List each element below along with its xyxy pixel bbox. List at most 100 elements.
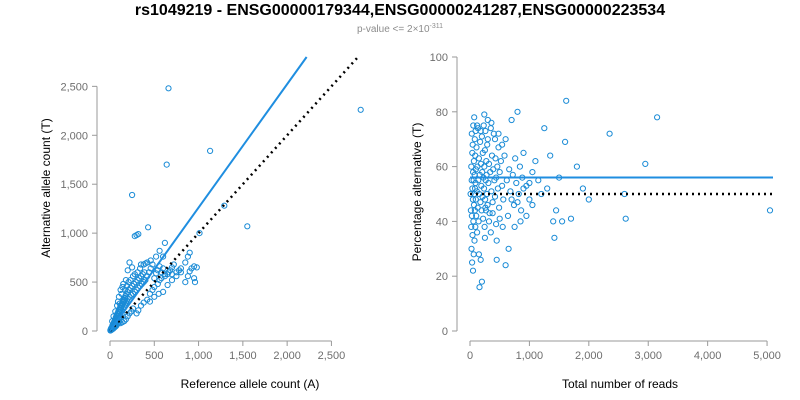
y-tick-label: 0 <box>442 326 448 338</box>
y-tick-label: 80 <box>436 107 448 119</box>
data-point <box>468 245 475 252</box>
data-point <box>547 152 554 159</box>
data-point <box>177 265 184 272</box>
data-point <box>511 223 518 230</box>
data-point <box>482 204 489 211</box>
data-point <box>471 136 478 143</box>
data-point <box>470 201 478 209</box>
x-tick-label: 5,000 <box>753 350 781 362</box>
x-tick-label: 1,000 <box>185 350 213 362</box>
data-point <box>357 106 364 113</box>
data-point <box>470 158 477 165</box>
data-point <box>477 127 484 135</box>
data-point <box>151 293 158 300</box>
data-point <box>492 155 499 162</box>
data-point <box>137 273 145 280</box>
data-point <box>160 265 167 272</box>
data-point <box>504 212 512 219</box>
data-point <box>142 260 149 267</box>
data-point <box>193 264 200 271</box>
x-tick-label: 2,000 <box>273 350 301 362</box>
data-point <box>136 275 143 282</box>
data-point <box>496 215 503 222</box>
data-point <box>507 188 514 195</box>
data-point <box>485 160 493 167</box>
data-point <box>133 232 140 239</box>
data-point <box>481 147 488 154</box>
data-point <box>182 259 189 266</box>
data-point <box>160 253 167 260</box>
data-point <box>497 158 504 165</box>
data-point <box>481 111 488 118</box>
y-tick-label: 100 <box>430 52 448 64</box>
data-point <box>134 277 141 284</box>
data-point <box>147 257 154 264</box>
data-point <box>468 223 475 230</box>
y-tick-label: 500 <box>70 277 88 289</box>
data-point <box>126 293 133 300</box>
data-point <box>495 130 502 137</box>
fit-line <box>109 56 308 332</box>
data-point <box>468 163 475 170</box>
data-point <box>469 259 476 266</box>
data-point <box>485 218 493 225</box>
data-point <box>510 201 518 209</box>
data-point <box>475 218 482 225</box>
data-point <box>163 161 170 168</box>
data-point <box>573 163 581 170</box>
data-point <box>481 223 488 230</box>
data-point <box>526 196 533 203</box>
data-point <box>161 271 168 278</box>
data-point <box>551 234 558 241</box>
data-point <box>125 279 132 286</box>
data-point <box>502 136 509 143</box>
data-point <box>132 279 139 286</box>
data-point <box>493 256 500 263</box>
data-point <box>489 210 496 217</box>
x-axis-title: Reference allele count (A) <box>181 377 320 391</box>
data-point <box>191 263 198 270</box>
data-point <box>244 223 251 230</box>
y-tick-label: 1,000 <box>60 228 88 240</box>
y-tick-label: 20 <box>436 271 448 283</box>
data-point <box>146 298 153 305</box>
data-point <box>153 253 160 260</box>
data-point <box>559 218 566 225</box>
data-point <box>488 119 495 126</box>
data-point <box>477 199 484 206</box>
data-point <box>484 141 491 148</box>
data-point <box>124 267 131 274</box>
data-point <box>496 169 503 176</box>
data-point <box>766 207 774 214</box>
data-point <box>520 185 527 192</box>
data-point <box>529 201 536 209</box>
data-point <box>520 149 527 156</box>
data-point <box>173 269 180 276</box>
data-point <box>160 288 167 295</box>
data-point <box>472 223 479 230</box>
data-point <box>478 278 485 285</box>
data-point <box>518 207 525 214</box>
data-point <box>478 133 485 140</box>
data-point <box>474 122 481 129</box>
data-point <box>493 237 500 244</box>
data-point <box>168 277 176 284</box>
data-point <box>164 281 171 289</box>
data-point <box>129 273 137 280</box>
data-point <box>499 223 506 230</box>
data-point <box>541 125 548 132</box>
data-point <box>129 264 136 271</box>
y-tick-label: 60 <box>436 162 448 174</box>
y-axis-title: Alternative allele count (T) <box>39 118 53 257</box>
x-tick-label: 0 <box>107 350 113 362</box>
y-tick-label: 2,500 <box>60 81 88 93</box>
y-tick-label: 0 <box>82 326 88 338</box>
data-point <box>480 122 487 129</box>
data-point <box>471 114 478 121</box>
data-point <box>221 202 228 209</box>
data-point <box>499 182 506 189</box>
x-tick-label: 1,000 <box>516 350 544 362</box>
data-point <box>487 125 494 132</box>
y-tick-label: 1,500 <box>60 179 88 191</box>
